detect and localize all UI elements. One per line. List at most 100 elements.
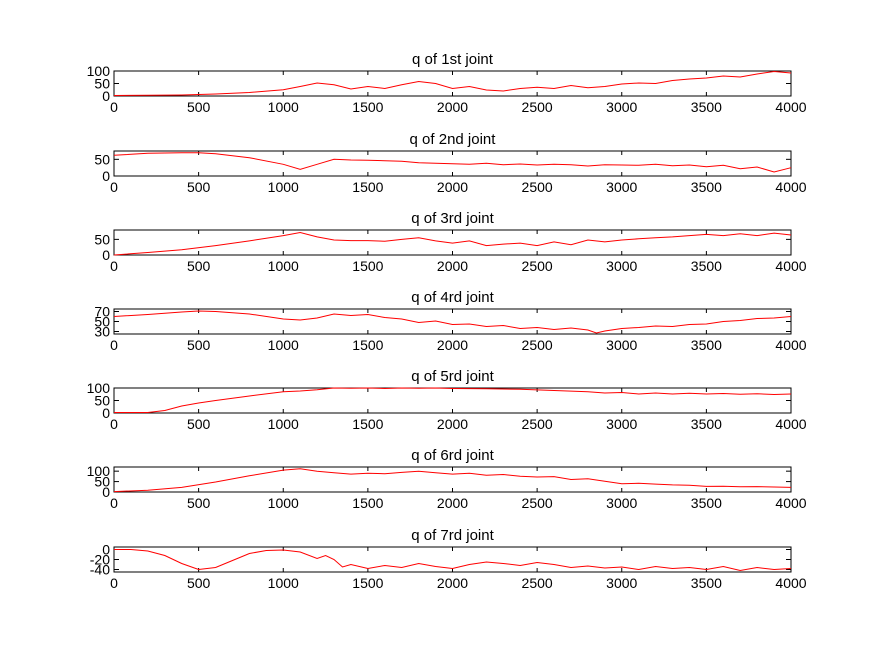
y-tick-label: 0 <box>102 484 110 500</box>
series-line <box>113 310 792 334</box>
x-tick-label: 3500 <box>691 495 722 511</box>
x-tick-label: 3500 <box>691 416 722 432</box>
plot-area <box>113 308 792 335</box>
y-tick-label: 0 <box>102 405 110 421</box>
y-tick-label: 100 <box>87 463 111 479</box>
x-tick-label: 0 <box>110 575 118 591</box>
x-tick-label: 500 <box>187 337 211 353</box>
x-tick-label: 3500 <box>691 258 722 274</box>
x-tick-label: 2000 <box>437 179 468 195</box>
x-tick-label: 0 <box>110 416 118 432</box>
y-tick-label: 70 <box>94 304 110 320</box>
series-line <box>113 152 792 173</box>
x-tick-label: 0 <box>110 99 118 115</box>
x-tick-label: 4000 <box>775 258 806 274</box>
x-tick-label: 2500 <box>522 258 553 274</box>
y-tick-label: 0 <box>102 542 110 558</box>
x-tick-label: 3000 <box>606 258 637 274</box>
x-tick-label: 4000 <box>775 99 806 115</box>
x-tick-label: 2000 <box>437 258 468 274</box>
subplot-title: q of 2nd joint <box>410 131 497 148</box>
x-tick-label: 0 <box>110 258 118 274</box>
x-tick-label: 3500 <box>691 179 722 195</box>
y-tick-label: 50 <box>94 474 110 490</box>
y-tick-label: 0 <box>102 247 110 263</box>
y-tick-label: -40 <box>90 562 110 578</box>
x-tick-label: 4000 <box>775 575 806 591</box>
x-tick-label: 500 <box>187 258 211 274</box>
x-tick-label: 4000 <box>775 416 806 432</box>
x-tick-label: 2000 <box>437 416 468 432</box>
x-tick-label: 1000 <box>268 179 299 195</box>
series-line <box>113 231 792 256</box>
x-tick-label: 500 <box>187 575 211 591</box>
y-tick-label: 50 <box>94 314 110 330</box>
x-tick-label: 4000 <box>775 179 806 195</box>
x-tick-label: 1500 <box>352 495 383 511</box>
x-tick-label: 0 <box>110 179 118 195</box>
y-tick-label: 100 <box>87 380 111 396</box>
x-tick-label: 1500 <box>352 99 383 115</box>
series-line <box>114 549 792 572</box>
x-tick-label: 3000 <box>606 575 637 591</box>
y-tick-label: 0 <box>102 88 110 104</box>
x-tick-label: 1500 <box>352 575 383 591</box>
subplot-title: q of 5rd joint <box>411 368 494 385</box>
x-tick-label: 1500 <box>352 179 383 195</box>
x-tick-label: 500 <box>187 416 211 432</box>
subplot-title: q of 6rd joint <box>411 447 494 464</box>
x-tick-label: 4000 <box>775 495 806 511</box>
x-tick-label: 2500 <box>522 337 553 353</box>
x-tick-label: 2000 <box>437 495 468 511</box>
plot-area <box>113 70 792 97</box>
x-tick-label: 3500 <box>691 575 722 591</box>
x-tick-label: 1500 <box>352 337 383 353</box>
y-tick-label: 50 <box>94 231 110 247</box>
x-tick-label: 1000 <box>268 575 299 591</box>
x-tick-label: 500 <box>187 495 211 511</box>
y-tick-label: 50 <box>94 393 110 409</box>
x-tick-label: 1000 <box>268 258 299 274</box>
x-tick-label: 3000 <box>606 99 637 115</box>
plot-area <box>113 229 792 256</box>
x-tick-label: 2000 <box>437 575 468 591</box>
subplot-title: q of 3rd joint <box>411 210 494 227</box>
x-tick-label: 3500 <box>691 99 722 115</box>
x-tick-label: 1000 <box>268 99 299 115</box>
y-tick-label: 100 <box>87 63 111 79</box>
subplot-4: q of 4rd joint 0 500 1000 1500 2000 2500 3000 35… <box>94 289 806 353</box>
x-tick-label: 3000 <box>606 179 637 195</box>
x-tick-label: 2500 <box>522 416 553 432</box>
y-tick-label: 0 <box>102 168 110 184</box>
y-tick-label: 30 <box>94 324 110 340</box>
x-tick-label: 4000 <box>775 337 806 353</box>
x-tick-label: 500 <box>187 179 211 195</box>
subplot-title: q of 7rd joint <box>411 527 494 544</box>
x-tick-label: 2500 <box>522 495 553 511</box>
subplot-7: q of 7rd joint 0 500 1000 1500 2000 2500 3000 35… <box>90 527 807 591</box>
x-tick-label: 1500 <box>352 258 383 274</box>
y-tick-label: -20 <box>90 552 110 568</box>
x-tick-label: 1000 <box>268 495 299 511</box>
series-line <box>114 387 792 413</box>
subplot-title: q of 1st joint <box>412 51 494 68</box>
x-tick-label: 3000 <box>606 416 637 432</box>
y-tick-label: 50 <box>94 76 110 92</box>
x-tick-label: 2500 <box>522 179 553 195</box>
x-tick-label: 1000 <box>268 337 299 353</box>
series-line <box>113 70 792 96</box>
y-tick-label: 50 <box>94 151 110 167</box>
x-tick-label: 0 <box>110 337 118 353</box>
series-line <box>113 468 792 493</box>
x-tick-label: 1000 <box>268 416 299 432</box>
x-tick-label: 2500 <box>522 575 553 591</box>
x-tick-label: 500 <box>187 99 211 115</box>
x-tick-label: 3500 <box>691 337 722 353</box>
x-tick-label: 0 <box>110 495 118 511</box>
